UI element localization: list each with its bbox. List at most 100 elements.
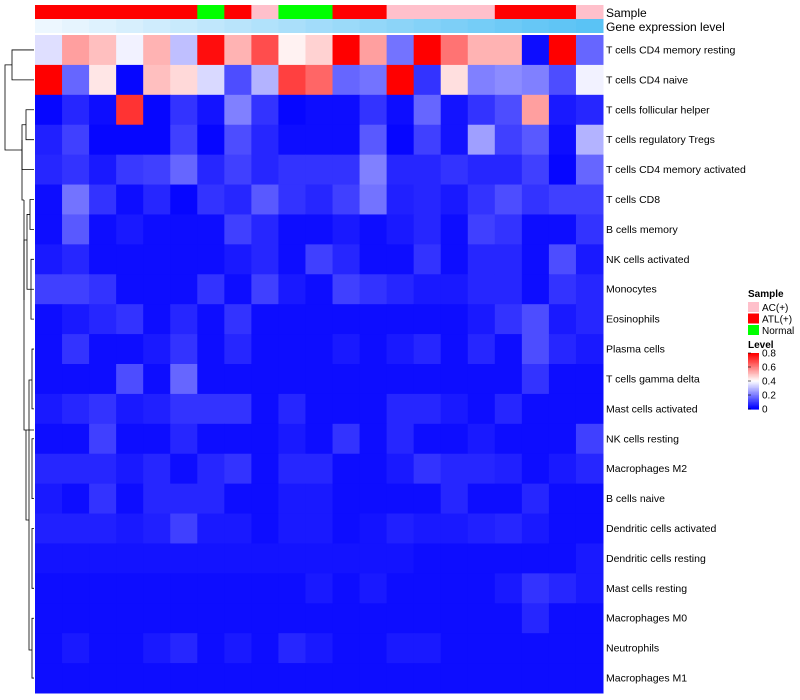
heatmap-cell bbox=[386, 64, 415, 96]
heatmap-cell bbox=[224, 423, 252, 455]
level-legend-tick-label-0: 0.8 bbox=[762, 349, 776, 360]
heatmap-cell bbox=[386, 663, 415, 694]
heatmap-cell bbox=[224, 244, 252, 275]
level-legend-gradient-step bbox=[748, 378, 759, 381]
heatmap-cell bbox=[467, 663, 496, 694]
heatmap-cell bbox=[359, 364, 388, 395]
row-label: B cells memory bbox=[606, 224, 679, 236]
heatmap-cell bbox=[332, 274, 361, 305]
heatmap-cell bbox=[332, 334, 361, 365]
level-legend-gradient-step bbox=[748, 369, 759, 372]
heatmap-cell bbox=[251, 124, 279, 156]
level-legend-gradient-step bbox=[748, 372, 759, 375]
heatmap-cell bbox=[143, 304, 171, 335]
heatmap-cell bbox=[35, 274, 63, 305]
expression-cell-13 bbox=[386, 19, 415, 33]
heatmap-cell bbox=[359, 274, 388, 305]
row-label: T cells regulatory Tregs bbox=[606, 134, 715, 146]
heatmap-cell bbox=[89, 573, 117, 604]
heatmap-cell bbox=[575, 543, 604, 574]
heatmap-cell bbox=[143, 214, 171, 245]
heatmap-cell bbox=[575, 64, 604, 96]
heatmap-cell bbox=[62, 453, 90, 485]
heatmap-cell bbox=[224, 35, 252, 66]
heatmap-cell bbox=[143, 35, 171, 66]
heatmap-cell bbox=[305, 423, 334, 455]
heatmap-cell bbox=[116, 35, 144, 66]
heatmap-cell bbox=[386, 393, 415, 425]
level-legend-gradient-step bbox=[748, 355, 759, 358]
sample-legend-swatch-1 bbox=[748, 313, 759, 324]
heatmap-cell bbox=[440, 184, 469, 215]
heatmap-cell bbox=[467, 633, 496, 664]
heatmap-cell bbox=[251, 35, 279, 66]
heatmap-cell bbox=[116, 334, 144, 365]
row-label: T cells CD4 naive bbox=[606, 74, 688, 86]
heatmap-cell bbox=[332, 184, 361, 215]
heatmap-cell bbox=[494, 244, 523, 275]
heatmap-cell bbox=[224, 453, 252, 485]
heatmap-cell bbox=[305, 663, 334, 694]
heatmap-cell bbox=[116, 184, 144, 215]
heatmap-cell bbox=[170, 154, 198, 186]
expression-annotation-bar bbox=[35, 19, 604, 33]
heatmap-cell bbox=[359, 513, 388, 544]
heatmap-cell bbox=[359, 453, 388, 485]
heatmap-cell bbox=[548, 274, 577, 305]
heatmap-cell bbox=[332, 663, 361, 694]
heatmap-cell bbox=[197, 304, 225, 335]
heatmap-cell bbox=[197, 214, 225, 245]
heatmap-cell bbox=[224, 124, 252, 156]
heatmap-cell bbox=[143, 393, 171, 425]
heatmap-cell bbox=[467, 543, 496, 574]
heatmap-cell bbox=[89, 35, 117, 66]
heatmap-cell bbox=[359, 603, 388, 634]
heatmap-cell bbox=[521, 453, 550, 485]
heatmap-cell bbox=[170, 364, 198, 395]
heatmap-cell bbox=[305, 214, 334, 245]
heatmap-cell bbox=[494, 573, 523, 604]
heatmap-cell bbox=[548, 543, 577, 574]
heatmap-cell bbox=[494, 334, 523, 365]
heatmap-cell bbox=[143, 244, 171, 275]
heatmap-cell bbox=[548, 453, 577, 485]
heatmap-cell bbox=[548, 393, 577, 425]
heatmap-cell bbox=[170, 633, 198, 664]
heatmap-cell bbox=[575, 35, 604, 66]
heatmap-cell bbox=[548, 483, 577, 515]
heatmap-cell bbox=[251, 154, 279, 186]
expression-cell-3 bbox=[116, 19, 144, 33]
heatmap-cell bbox=[143, 274, 171, 305]
heatmap-cell bbox=[278, 423, 306, 455]
heatmap-cell bbox=[62, 214, 90, 245]
row-label: T cells gamma delta bbox=[606, 373, 700, 385]
level-legend-gradient-step bbox=[748, 379, 759, 382]
heatmap-cell bbox=[359, 184, 388, 215]
heatmap-cell bbox=[386, 244, 415, 275]
heatmap-cell bbox=[575, 274, 604, 305]
heatmap-cell bbox=[305, 483, 334, 515]
heatmap-cell bbox=[197, 244, 225, 275]
level-legend-gradient-step bbox=[748, 367, 759, 369]
dendrogram-branch bbox=[23, 239, 27, 300]
heatmap-cell bbox=[494, 364, 523, 395]
sample-cell-18 bbox=[521, 5, 550, 19]
expression-cell-6 bbox=[197, 19, 225, 33]
heatmap-cell bbox=[440, 244, 469, 275]
heatmap-cell bbox=[143, 124, 171, 156]
expression-cell-2 bbox=[89, 19, 117, 33]
expression-cell-15 bbox=[440, 19, 469, 33]
heatmap-cell bbox=[440, 513, 469, 544]
heatmap-cell bbox=[332, 64, 361, 96]
level-legend-tick-label-4: 0 bbox=[762, 405, 768, 416]
heatmap-cell bbox=[116, 154, 144, 186]
level-legend-gradient-step bbox=[748, 361, 759, 364]
heatmap-cell bbox=[521, 573, 550, 604]
heatmap-cell bbox=[575, 603, 604, 634]
dendrogram-branch bbox=[21, 140, 24, 201]
sample-legend-swatch-0 bbox=[748, 302, 759, 312]
heatmap-cell bbox=[89, 364, 117, 395]
heatmap-cell bbox=[251, 423, 279, 455]
heatmap-cell bbox=[116, 573, 144, 604]
